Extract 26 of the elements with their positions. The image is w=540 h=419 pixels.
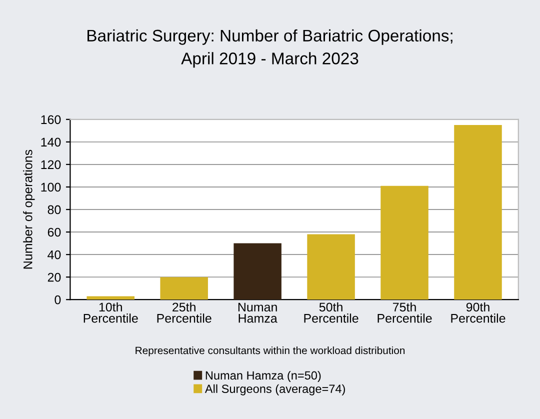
chart-title: Bariatric Surgery: Number of Bariatric Operations; April 2019 - March 2023 [88,29,452,68]
legend-label: Numan Hamza (n=50) [206,370,321,382]
x-tick-label: 25th Percentile [157,302,212,323]
y-axis-title: Number of operations [23,150,35,269]
x-tick-label: 90th Percentile [451,302,506,323]
bar [307,234,355,300]
bar [160,277,208,300]
legend-label: All Surgeons (average=74) [204,384,345,396]
y-tick-label: 100 [41,182,61,192]
x-tick-label: 10th Percentile [84,302,138,323]
y-tick-label: 120 [41,160,61,170]
bar [454,125,502,300]
x-axis-title: Representative consultants within the workload distribution [136,346,405,356]
y-tick-label: 60 [48,228,61,237]
y-tick-label: 0 [54,295,61,304]
y-tick-label: 80 [48,205,61,214]
x-tick-label: Numan Hamza [238,302,278,323]
x-tick-label: 50th Percentile [304,302,358,323]
bar [234,243,282,300]
y-tick-label: 40 [48,250,61,260]
bar [380,186,428,300]
y-tick-label: 140 [41,138,61,147]
y-tick-label: 20 [48,272,61,282]
x-tick-label: 75th Percentile [378,302,432,323]
bar [86,296,134,300]
y-tick-label: 160 [41,115,61,124]
